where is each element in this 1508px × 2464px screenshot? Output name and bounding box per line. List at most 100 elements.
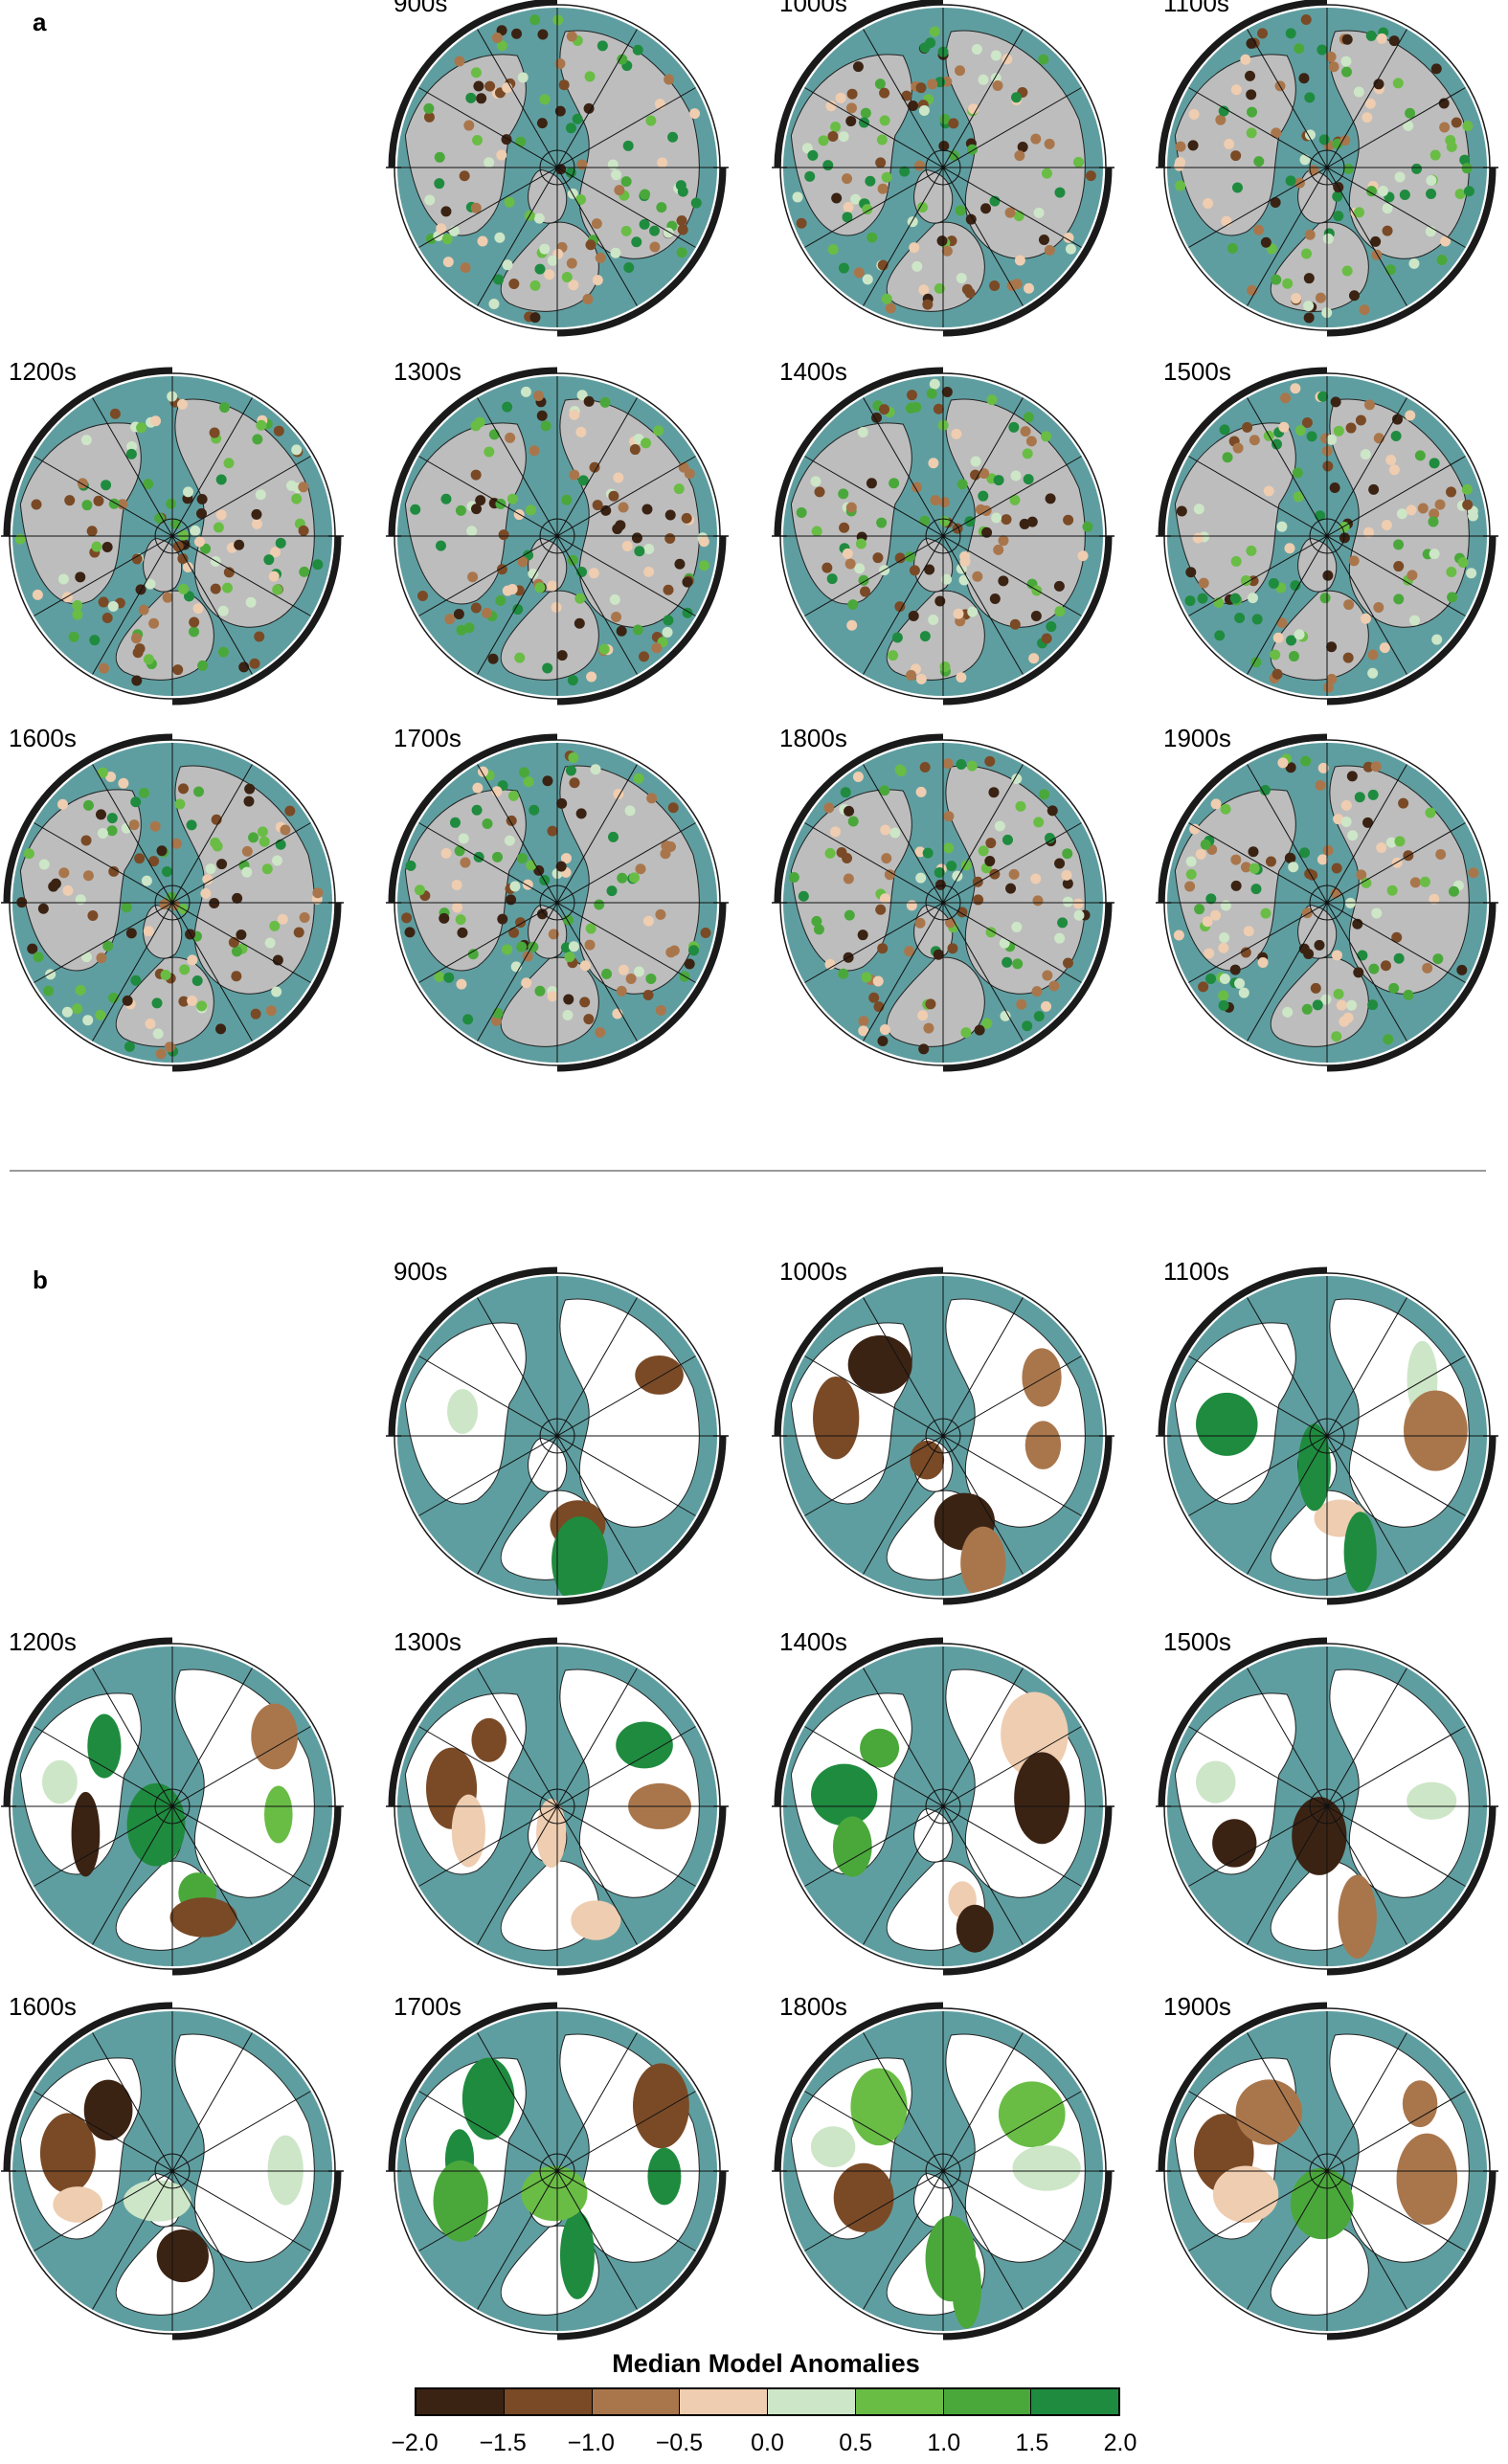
- meridian: [418, 822, 696, 983]
- proxy-site: [1303, 301, 1315, 312]
- proxy-site: [972, 571, 983, 582]
- proxy-site: [674, 558, 686, 570]
- proxy-site: [942, 758, 954, 770]
- proxy-site: [1317, 854, 1328, 865]
- proxy-site: [1318, 134, 1330, 146]
- proxy-site: [845, 116, 857, 127]
- proxy-site: [1322, 682, 1334, 693]
- meridian: [804, 87, 1082, 248]
- proxy-site: [1293, 491, 1304, 503]
- proxy-site: [423, 102, 435, 114]
- proxy-site: [862, 274, 873, 285]
- anomaly-region: [42, 1759, 78, 1804]
- proxy-site: [1189, 823, 1201, 835]
- proxy-site: [1403, 120, 1414, 131]
- proxy-site: [938, 515, 950, 526]
- proxy-site: [298, 482, 309, 493]
- proxy-site: [1393, 539, 1405, 550]
- proxy-site: [196, 1000, 208, 1012]
- proxy-site: [1002, 834, 1013, 845]
- anomaly-region: [251, 1703, 299, 1770]
- proxy-site: [1445, 135, 1456, 146]
- proxy-site: [98, 596, 109, 608]
- pole-circle: [1309, 149, 1345, 186]
- pole-circle: [154, 2153, 191, 2189]
- proxy-site: [502, 401, 513, 413]
- proxy-site: [1063, 514, 1074, 526]
- proxy-site: [988, 787, 1000, 798]
- proxy-site: [244, 783, 256, 795]
- polar-map-svg: [386, 367, 729, 706]
- proxy-site: [1184, 595, 1196, 607]
- proxy-site: [1250, 884, 1262, 895]
- proxy-site: [452, 902, 463, 913]
- proxy-site: [178, 996, 190, 1007]
- proxy-site: [202, 874, 214, 885]
- proxy-site: [135, 584, 146, 595]
- pole-circle: [1309, 1788, 1345, 1825]
- proxy-site: [1332, 190, 1343, 202]
- proxy-site: [844, 909, 855, 921]
- proxy-site: [134, 853, 146, 864]
- proxy-site: [971, 44, 982, 56]
- proxy-site: [938, 497, 950, 508]
- proxy-site: [494, 232, 506, 243]
- pole-circle: [154, 885, 191, 921]
- proxy-site: [991, 512, 1002, 524]
- proxy-site: [1046, 621, 1057, 633]
- proxy-site: [243, 795, 255, 807]
- proxy-site: [1219, 974, 1230, 985]
- proxy-site: [984, 856, 996, 867]
- proxy-site: [857, 930, 868, 941]
- proxy-site: [1409, 615, 1421, 626]
- proxy-site: [1462, 121, 1474, 132]
- proxy-site: [813, 924, 824, 935]
- proxy-site: [838, 968, 849, 979]
- proxy-site: [265, 1005, 277, 1017]
- proxy-site: [888, 650, 899, 661]
- proxy-site: [908, 101, 919, 112]
- proxy-site: [254, 631, 265, 642]
- proxy-site: [1193, 504, 1204, 515]
- legend-tick-label: 2.0: [1103, 2430, 1137, 2456]
- proxy-site: [148, 856, 160, 867]
- proxy-site: [620, 176, 632, 188]
- proxy-site: [252, 434, 263, 445]
- proxy-site: [1234, 613, 1246, 624]
- proxy-site: [629, 444, 641, 456]
- proxy-site: [484, 446, 495, 458]
- proxy-site: [231, 971, 242, 982]
- map-frame-arc: [388, 733, 558, 904]
- proxy-site: [1365, 186, 1377, 197]
- proxy-site: [520, 386, 531, 397]
- polar-map-svg: [1, 733, 344, 1072]
- proxy-site: [517, 556, 529, 568]
- proxy-site: [1300, 248, 1312, 259]
- proxy-site: [1077, 550, 1089, 562]
- proxy-site: [1362, 526, 1374, 538]
- proxy-site: [442, 257, 454, 268]
- proxy-site: [1361, 877, 1372, 888]
- proxy-site: [516, 941, 528, 952]
- proxy-site: [130, 796, 142, 808]
- polar-map-b-2: [1156, 1265, 1498, 1607]
- proxy-site: [583, 1014, 595, 1025]
- proxy-site: [877, 943, 889, 954]
- proxy-site: [1175, 157, 1186, 168]
- map-frame-arc: [388, 1266, 558, 1437]
- proxy-site: [941, 245, 953, 257]
- proxy-site: [1367, 667, 1379, 679]
- proxy-site: [953, 608, 964, 619]
- proxy-site: [1234, 977, 1246, 989]
- proxy-site: [852, 61, 864, 73]
- proxy-site: [934, 595, 946, 607]
- proxy-site: [617, 54, 628, 65]
- proxy-site: [895, 766, 907, 777]
- proxy-site: [569, 469, 580, 481]
- proxy-site: [172, 664, 184, 676]
- proxy-site: [879, 893, 890, 905]
- pole-circle: [1309, 885, 1345, 921]
- proxy-site: [1017, 142, 1028, 153]
- proxy-site: [1218, 942, 1229, 953]
- proxy-site: [536, 410, 548, 421]
